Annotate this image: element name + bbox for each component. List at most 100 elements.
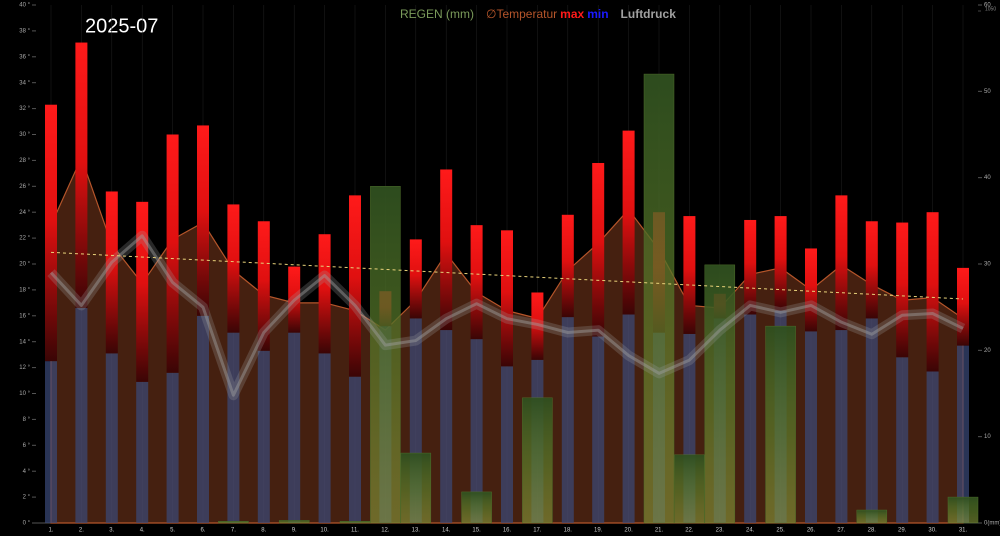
max-bar [774,216,787,311]
rain-bar [400,452,432,524]
y-tick-label: 0 ° [23,521,31,527]
max-bar [75,42,88,309]
x-tick-label: 7. [231,528,236,534]
min-bar [561,317,574,523]
max-bar [926,212,939,372]
x-tick-label: 17. [533,528,542,534]
min-bar [470,339,483,523]
x-tick-label: 25. [776,528,785,534]
rain-bar [643,73,675,524]
y-tick-label: 8 ° [23,417,31,423]
max-bar [45,104,57,362]
min-bar [197,315,209,523]
max-bar [592,162,605,337]
rain-bar [856,509,888,524]
min-bar [957,345,969,523]
y2-tick-label: 0(mm) [984,521,1000,527]
max-bar [349,195,361,377]
legend-entry: ∅Temperatur [486,7,557,21]
min-bar [257,350,270,523]
x-tick-label: 4. [140,528,145,534]
rain-bar [522,397,553,524]
max-bar [257,221,270,351]
y-tick-label: 20 ° [19,262,30,268]
rain-bar [370,186,401,524]
legend: REGEN (mm) ∅Temperatur max min Luftdruck [400,7,676,21]
min-bar [744,314,757,523]
y2-tick-label: 40 [984,175,991,181]
x-tick-label: 31. [959,528,968,534]
rain-bar [704,264,736,524]
min-bar [926,371,939,523]
max-bar [865,221,878,319]
x-tick-label: 10. [320,528,329,534]
max-bar [318,234,331,354]
rain-bar [765,325,796,524]
y-tick-label: 4 ° [23,469,31,475]
x-tick-label: 26. [807,528,816,534]
max-bar [197,125,209,316]
y2-tick-label: 30 [984,262,991,268]
min-bar [105,353,118,523]
y-tick-label: 10 ° [19,391,30,397]
y-tick-label: 14 ° [19,339,30,345]
x-tick-label: 16. [503,528,512,534]
min-bar [440,330,453,523]
trend-line [50,251,964,300]
legend-entry: REGEN (mm) [400,7,474,21]
x-tick-label: 28. [868,528,877,534]
max-bar [227,204,240,333]
y-tick-label: 34 ° [19,80,30,86]
max-bar [166,134,179,373]
min-bar [592,336,605,523]
max-bar [835,195,848,331]
x-tick-label: 13. [412,528,421,534]
min-bar [865,318,878,523]
max-bar [409,239,422,319]
y-tick-label: 38 ° [19,28,30,34]
x-tick-label: 5. [170,528,175,534]
x-tick-label: 24. [746,528,755,534]
min-bar [45,361,57,523]
max-bar [561,214,574,318]
max-bar [470,225,483,340]
legend-entry: Luftdruck [621,7,677,21]
rain-bar [278,520,310,524]
y-tick-label: 6 ° [23,443,31,449]
min-bar [288,332,301,523]
y-tick-label: 26 ° [19,184,30,190]
x-tick-label: 11. [351,528,359,534]
min-bar [622,314,635,523]
y2-tick-label: 50 [984,89,991,95]
y-tick-label: 36 ° [19,54,30,60]
max-bar [805,248,817,332]
max-bar [957,267,969,346]
x-tick-label: 14. [442,528,451,534]
min-bar [835,330,848,523]
x-tick-label: 22. [685,528,694,534]
min-bar [349,376,361,523]
min-bar [896,357,909,523]
rain-bar [674,454,705,524]
y-tick-label: 18 ° [19,287,30,293]
y-tick-label: 2 ° [23,495,31,501]
x-tick-label: 30. [928,528,937,534]
legend-entry: min [587,7,608,21]
max-bar [683,216,696,334]
pressure-line [49,234,964,397]
y-tick-label: 28 ° [19,158,30,164]
min-bar [805,331,817,523]
x-tick-label: 19. [594,528,603,534]
chart-title: 2025-07 [85,15,158,37]
min-bar [318,353,331,523]
y-tick-label: 40 ° [19,3,30,9]
y-tick-label: 32 ° [19,106,30,112]
y-tick-label: 22 ° [19,236,30,242]
y-tick-label: 24 ° [19,210,30,216]
max-bar [288,266,301,333]
rain-bar [947,496,979,524]
x-tick-label: 3. [109,528,114,534]
max-bar [105,191,118,354]
